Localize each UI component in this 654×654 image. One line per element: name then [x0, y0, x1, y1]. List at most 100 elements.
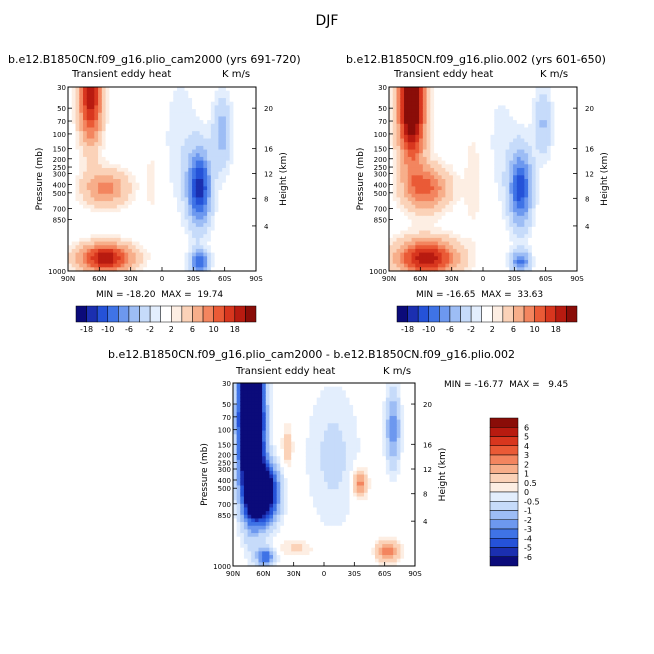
- contour-cell: [150, 230, 156, 235]
- contour-cell: [569, 101, 574, 106]
- contour-cell: [471, 215, 477, 221]
- contour-cell: [177, 164, 182, 169]
- contour-cell: [150, 241, 156, 246]
- contour-cell: [135, 127, 141, 132]
- contour-cell: [434, 167, 439, 173]
- contour-cell: [513, 259, 518, 265]
- contour-cell: [490, 248, 495, 254]
- contour-cell: [494, 105, 499, 110]
- contour-cell: [430, 101, 435, 106]
- contour-cell: [565, 87, 571, 92]
- contour-cell: [94, 101, 99, 106]
- contour-cell: [131, 234, 137, 239]
- contour-cell: [396, 142, 401, 147]
- contour-cell: [565, 197, 571, 202]
- contour-cell: [471, 197, 477, 202]
- contour-cell: [90, 197, 95, 202]
- contour-cell: [498, 241, 503, 246]
- contour-cell: [192, 109, 197, 114]
- contour-cell: [150, 171, 156, 176]
- contour-cell: [475, 134, 480, 140]
- contour-cell: [248, 208, 253, 213]
- contour-cell: [404, 112, 409, 118]
- contour-cell: [558, 201, 563, 206]
- contour-cell: [452, 248, 458, 254]
- contour-cell: [396, 263, 401, 268]
- contour-cell: [565, 259, 571, 265]
- contour-cell: [169, 175, 174, 180]
- contour-cell: [501, 252, 507, 257]
- contour-cell: [244, 193, 250, 198]
- contour-cell: [237, 252, 242, 257]
- contour-cell: [203, 87, 208, 92]
- contour-cell: [195, 87, 201, 92]
- contour-cell: [203, 134, 208, 140]
- contour-cell: [237, 98, 242, 103]
- contour-cell: [225, 256, 231, 261]
- contour-cell: [139, 87, 144, 92]
- contour-cell: [173, 149, 178, 154]
- contour-cell: [490, 241, 495, 246]
- contour-cell: [464, 248, 469, 254]
- contour-cell: [101, 123, 107, 129]
- contour-cell: [490, 142, 495, 147]
- contour-cell: [392, 201, 398, 206]
- contour-cell: [396, 197, 401, 202]
- contour-cell: [94, 230, 99, 235]
- contour-cell: [494, 197, 499, 202]
- contour-cell: [389, 134, 394, 140]
- contour-cell: [120, 245, 125, 250]
- contour-cell: [437, 204, 443, 210]
- y2-tick-label: 20: [264, 105, 273, 113]
- contour-cell: [162, 131, 167, 136]
- contour-cell: [248, 90, 253, 95]
- contour-cell: [561, 90, 567, 95]
- contour-cell: [98, 197, 103, 202]
- contour-cell: [467, 259, 473, 265]
- contour-cell: [210, 90, 216, 95]
- contour-cell: [486, 134, 492, 140]
- contour-cell: [203, 241, 208, 246]
- contour-cell: [222, 116, 227, 121]
- contour-cell: [180, 237, 186, 243]
- contour-cell: [188, 109, 193, 114]
- contour-cell: [490, 123, 495, 129]
- contour-cell: [139, 208, 144, 213]
- contour-cell: [392, 234, 398, 239]
- contour-cell: [252, 234, 257, 239]
- contour-cell: [479, 201, 484, 206]
- contour-cell: [434, 90, 439, 95]
- contour-cell: [505, 101, 510, 106]
- contour-cell: [79, 226, 84, 232]
- contour-cell: [98, 223, 103, 228]
- contour-cell: [520, 116, 525, 121]
- contour-cell: [479, 105, 484, 110]
- contour-cell: [509, 98, 514, 103]
- contour-cell: [445, 197, 450, 202]
- contour-cell: [392, 90, 398, 95]
- contour-cell: [124, 193, 129, 198]
- contour-cell: [124, 127, 129, 132]
- panel-1-contour-field: [68, 87, 257, 272]
- contour-cell: [222, 223, 227, 228]
- contour-cell: [389, 87, 394, 92]
- y-tick-label: 200: [53, 156, 66, 164]
- contour-cell: [445, 223, 450, 228]
- contour-cell: [240, 256, 246, 261]
- contour-cell: [452, 208, 458, 213]
- contour-cell: [128, 153, 133, 158]
- contour-cell: [225, 105, 231, 110]
- contour-cell: [509, 171, 514, 176]
- contour-cell: [79, 259, 84, 265]
- contour-cell: [445, 171, 450, 176]
- contour-cell: [467, 123, 473, 129]
- contour-cell: [501, 90, 507, 95]
- contour-cell: [404, 98, 409, 103]
- contour-cell: [434, 245, 439, 250]
- contour-cell: [188, 212, 193, 217]
- contour-cell: [490, 131, 495, 136]
- contour-cell: [400, 112, 405, 118]
- contour-cell: [154, 219, 159, 224]
- contour-cell: [188, 193, 193, 198]
- contour-cell: [177, 179, 182, 184]
